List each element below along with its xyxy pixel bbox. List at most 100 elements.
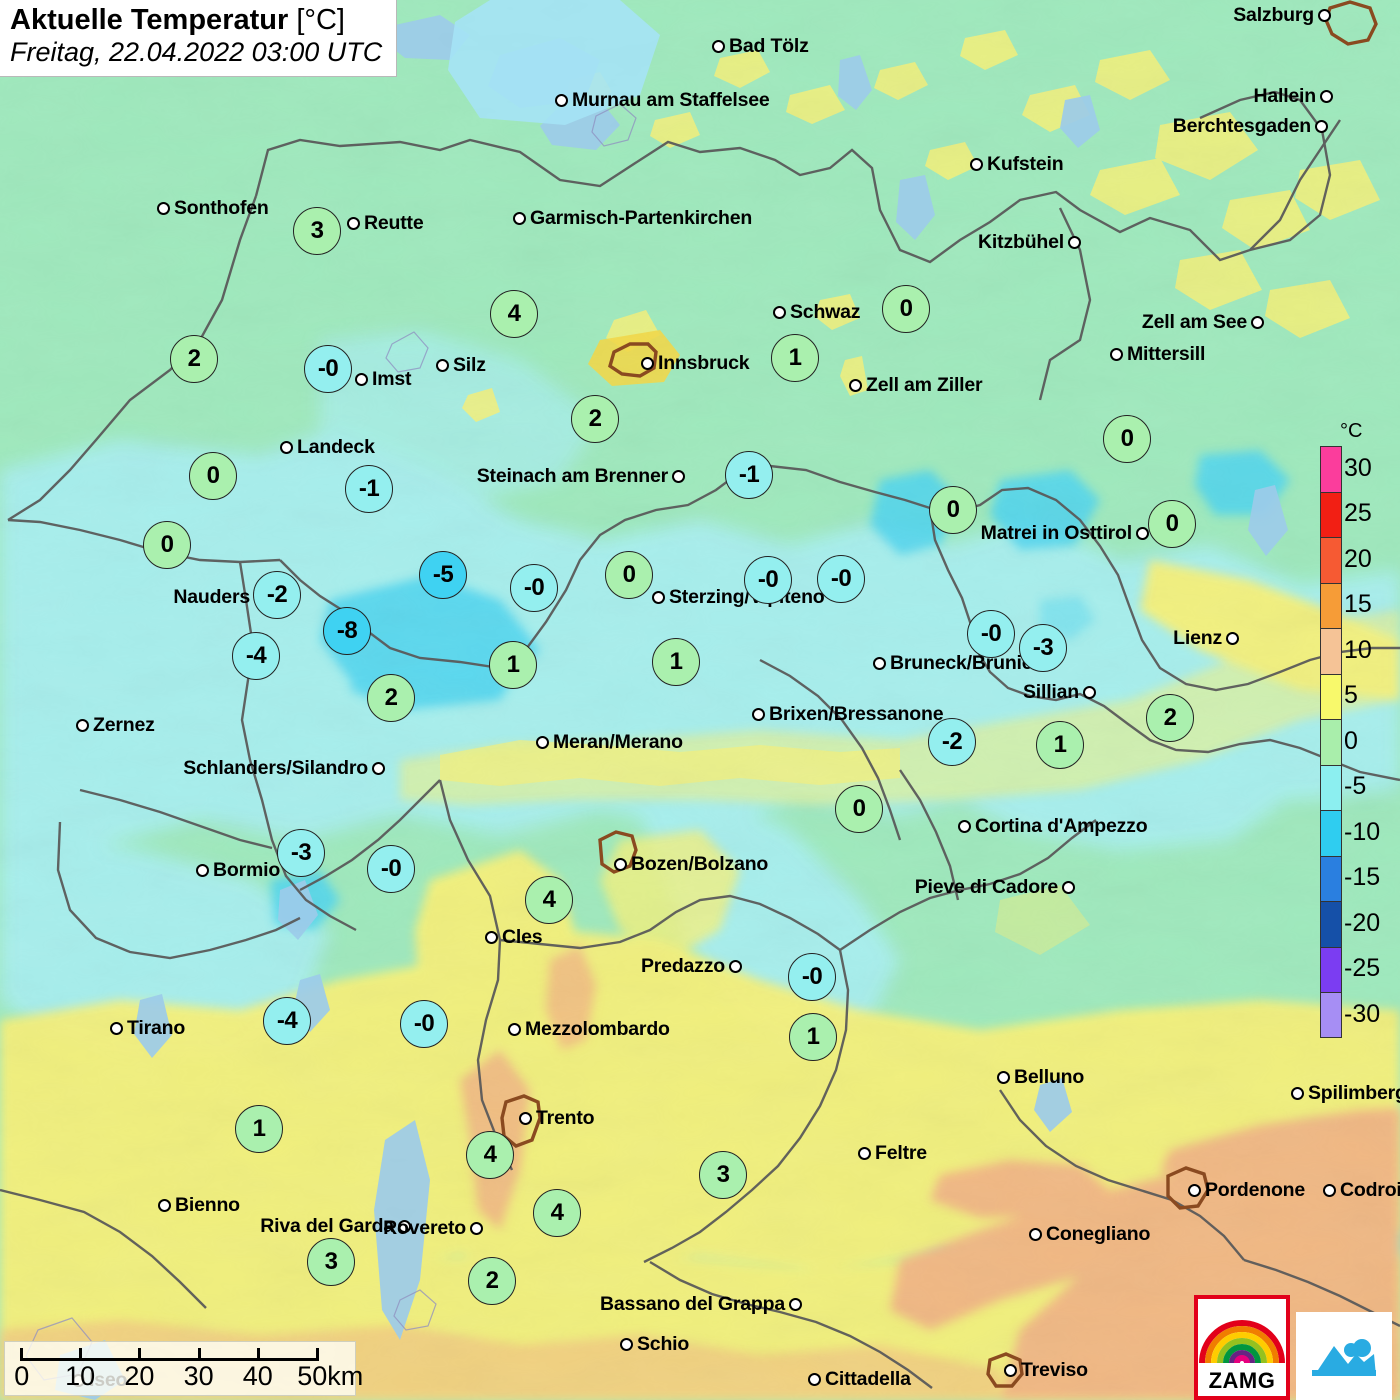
legend-band: -5 (1320, 764, 1382, 810)
city-label: Kufstein (987, 153, 1064, 175)
city-label: Bad Tölz (729, 35, 809, 57)
station-temperature-marker[interactable]: -2 (928, 718, 976, 766)
station-temperature-marker[interactable]: -0 (367, 845, 415, 893)
city-label: Innsbruck (658, 352, 750, 374)
title-main-text: Aktuelle Temperatur (10, 4, 289, 36)
station-temperature-marker[interactable]: -0 (510, 564, 558, 612)
station-temperature-marker[interactable]: 0 (1148, 500, 1196, 548)
city-dot-icon (280, 441, 293, 454)
station-temperature-marker[interactable]: 2 (367, 674, 415, 722)
station-temperature-marker[interactable]: 4 (525, 876, 573, 924)
city-marker: Riva del Garda (260, 1215, 411, 1238)
mountain-cloud-icon (1312, 1339, 1376, 1376)
station-temperature-marker[interactable]: 2 (1146, 694, 1194, 742)
station-temperature-marker[interactable]: 0 (1103, 415, 1151, 463)
station-temperature-marker[interactable]: 2 (170, 335, 218, 383)
station-temperature-marker[interactable]: 0 (189, 452, 237, 500)
city-label: Belluno (1014, 1066, 1085, 1088)
city-dot-icon (76, 719, 89, 732)
station-temperature-marker[interactable]: 2 (571, 395, 619, 443)
city-label: Mittersill (1127, 343, 1206, 365)
station-temperature-marker[interactable]: -0 (817, 555, 865, 603)
station-temperature-marker[interactable]: -1 (345, 465, 393, 513)
legend-label: 5 (1344, 681, 1358, 710)
station-temperature-marker[interactable]: 0 (835, 785, 883, 833)
city-label: Schwaz (790, 301, 861, 323)
station-temperature-marker[interactable]: 3 (293, 207, 341, 255)
legend-swatch (1320, 992, 1342, 1038)
city-dot-icon (1136, 527, 1149, 540)
legend-band: -15 (1320, 855, 1382, 901)
station-temperature-marker[interactable]: 1 (1036, 721, 1084, 769)
city-marker: Predazzo (641, 955, 742, 978)
legend-band: 10 (1320, 628, 1382, 674)
city-label: Sillian (1022, 681, 1079, 703)
legend-label: -10 (1344, 817, 1381, 846)
station-temperature-marker[interactable]: -3 (1019, 624, 1067, 672)
city-dot-icon (485, 931, 498, 944)
city-label: Kitzbühel (978, 231, 1064, 253)
map-subtitle: Freitag, 22.04.2022 03:00 UTC (10, 37, 383, 68)
city-dot-icon (808, 1373, 821, 1386)
station-temperature-marker[interactable]: -3 (277, 829, 325, 877)
station-temperature-marker[interactable]: 1 (235, 1105, 283, 1153)
rainbow-icon (1199, 1320, 1285, 1363)
city-label: Murnau am Staffelsee (572, 89, 770, 111)
legend-band: -20 (1320, 901, 1382, 947)
city-marker: Bienno (158, 1194, 240, 1217)
city-marker: Schio (620, 1333, 689, 1356)
city-marker: Hallein (1253, 85, 1333, 108)
scale-tick-label: 40 (242, 1361, 273, 1391)
station-temperature-marker[interactable]: 1 (489, 641, 537, 689)
station-temperature-marker[interactable]: 0 (605, 551, 653, 599)
legend-swatch (1320, 719, 1342, 765)
city-label: Treviso (1021, 1359, 1088, 1381)
city-label: Bassano del Grappa (600, 1293, 785, 1315)
station-temperature-marker[interactable]: -8 (323, 607, 371, 655)
city-label: Cles (502, 926, 543, 948)
station-temperature-marker[interactable]: 0 (929, 486, 977, 534)
scale-tick-label: 0 (14, 1361, 30, 1391)
station-temperature-marker[interactable]: -0 (304, 345, 352, 393)
station-temperature-marker[interactable]: -4 (263, 997, 311, 1045)
station-temperature-marker[interactable]: -5 (419, 551, 467, 599)
legend-label: 30 (1344, 453, 1372, 482)
page-title: Aktuelle Temperatur [°C] (10, 4, 382, 36)
city-dot-icon (436, 359, 449, 372)
station-temperature-marker[interactable]: -0 (788, 953, 836, 1001)
station-temperature-marker[interactable]: -0 (967, 610, 1015, 658)
station-temperature-marker[interactable]: 0 (143, 521, 191, 569)
legend-swatch (1320, 673, 1342, 719)
station-temperature-marker[interactable]: 0 (882, 285, 930, 333)
city-label: Schio (637, 1333, 690, 1355)
station-temperature-marker[interactable]: 4 (533, 1189, 581, 1237)
station-temperature-marker[interactable]: 2 (468, 1257, 516, 1305)
geosphere-logo (1296, 1312, 1392, 1400)
legend-label: 0 (1344, 726, 1358, 755)
legend-swatch (1320, 946, 1342, 992)
city-label: Spilimbergo (1308, 1082, 1400, 1104)
legend-label: -25 (1344, 954, 1381, 983)
temperature-legend: °C 30 25 20 15 10 5 0 -5 -10 -15 -20 -25 -30 (1320, 420, 1382, 1038)
city-dot-icon (672, 470, 685, 483)
station-temperature-marker[interactable]: 1 (652, 638, 700, 686)
city-marker: Schwaz (773, 301, 861, 324)
station-temperature-marker[interactable]: 3 (307, 1238, 355, 1286)
city-marker: Lienz (1173, 627, 1239, 650)
station-temperature-marker[interactable]: 1 (771, 334, 819, 382)
city-label: Reutte (364, 212, 424, 234)
station-temperature-marker[interactable]: 4 (490, 290, 538, 338)
legend-band: -10 (1320, 810, 1382, 856)
city-label: Matrei in Osttirol (980, 522, 1133, 544)
city-label: Trento (536, 1107, 595, 1129)
station-temperature-marker[interactable]: -0 (400, 1000, 448, 1048)
station-temperature-marker[interactable]: -0 (744, 556, 792, 604)
station-temperature-marker[interactable]: 1 (789, 1013, 837, 1061)
station-temperature-marker[interactable]: -1 (725, 451, 773, 499)
station-temperature-marker[interactable]: -2 (253, 571, 301, 619)
station-temperature-marker[interactable]: 4 (466, 1131, 514, 1179)
station-temperature-marker[interactable]: 3 (699, 1151, 747, 1199)
station-temperature-marker[interactable]: -4 (232, 632, 280, 680)
city-dot-icon (970, 158, 983, 171)
